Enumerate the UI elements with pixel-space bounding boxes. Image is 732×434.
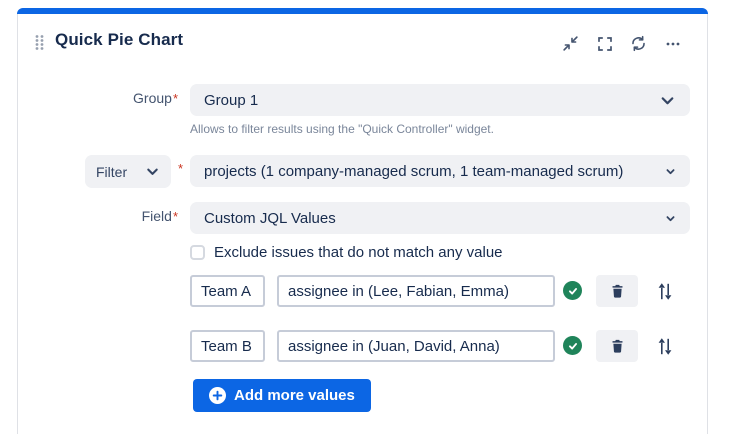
jql-valid-icon — [563, 336, 582, 355]
widget-title: Quick Pie Chart — [55, 30, 184, 49]
add-more-values-label: Add more values — [234, 387, 355, 404]
chevron-down-icon — [666, 215, 675, 221]
chevron-down-icon — [661, 96, 674, 104]
jql-valid-icon — [563, 281, 582, 300]
quick-pie-chart-widget: Quick Pie Chart — [17, 8, 708, 434]
group-label: Group* — [133, 90, 178, 106]
plus-circle-icon — [209, 387, 226, 404]
value-jql-input[interactable] — [277, 275, 555, 307]
exclude-row: Exclude issues that do not match any val… — [190, 244, 503, 261]
field-required-marker: * — [172, 209, 178, 224]
chevron-down-icon — [666, 168, 675, 174]
value-jql-input[interactable] — [277, 330, 555, 362]
refresh-icon — [632, 35, 645, 52]
reorder-value-button[interactable] — [655, 281, 675, 301]
sort-arrows-icon — [658, 282, 672, 300]
group-help-text: Allows to filter results using the "Quic… — [190, 122, 494, 136]
delete-value-button[interactable] — [596, 330, 638, 362]
add-more-values-button[interactable]: Add more values — [193, 379, 371, 412]
filter-type-label: Filter — [96, 163, 128, 180]
delete-value-button[interactable] — [596, 275, 638, 307]
widget-accent-bar — [17, 8, 708, 14]
filter-required-marker: * — [178, 161, 184, 176]
sort-arrows-icon — [658, 337, 672, 355]
filter-select[interactable]: projects (1 company-managed scrum, 1 tea… — [190, 155, 690, 187]
trash-icon — [612, 339, 622, 353]
group-select[interactable]: Group 1 — [190, 84, 690, 116]
field-label: Field* — [141, 208, 178, 224]
filter-select-value: projects (1 company-managed scrum, 1 tea… — [204, 162, 624, 180]
fullscreen-button[interactable] — [596, 35, 613, 52]
reorder-value-button[interactable] — [655, 336, 675, 356]
filter-type-dropdown[interactable]: Filter — [85, 155, 171, 188]
chevron-down-icon — [147, 168, 158, 175]
exclude-label: Exclude issues that do not match any val… — [214, 244, 503, 261]
value-name-input[interactable] — [190, 330, 265, 362]
exclude-checkbox[interactable] — [190, 245, 205, 260]
drag-handle-icon[interactable] — [34, 34, 45, 56]
trash-icon — [612, 284, 622, 298]
collapse-icon — [563, 36, 578, 51]
field-select-value: Custom JQL Values — [204, 209, 336, 227]
group-select-value: Group 1 — [204, 91, 259, 109]
value-row — [18, 330, 707, 362]
group-required-marker: * — [172, 91, 178, 106]
fullscreen-icon — [597, 36, 612, 51]
more-icon — [666, 42, 679, 45]
refresh-button[interactable] — [630, 35, 647, 52]
collapse-button[interactable] — [562, 35, 579, 52]
more-button[interactable] — [664, 35, 681, 52]
widget-actions — [562, 35, 681, 52]
field-select[interactable]: Custom JQL Values — [190, 202, 690, 234]
value-row — [18, 275, 707, 307]
value-name-input[interactable] — [190, 275, 265, 307]
